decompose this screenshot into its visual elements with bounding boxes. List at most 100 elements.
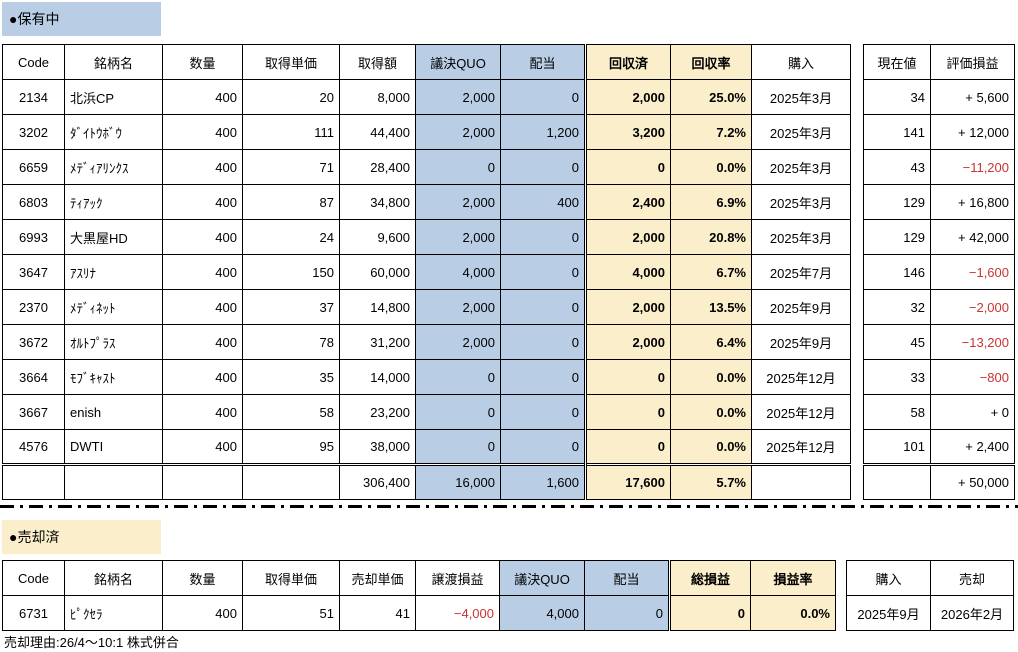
cell-cost[interactable]: 31,200 xyxy=(339,324,416,360)
cell-quo[interactable]: 0 xyxy=(415,149,501,185)
cell-cost[interactable]: 14,000 xyxy=(339,359,416,395)
cell-code[interactable]: 3202 xyxy=(2,114,65,150)
cell-pl[interactable]: + 12,000 xyxy=(930,114,1015,150)
cell-dividend[interactable]: 0 xyxy=(500,289,586,325)
col-header-qty[interactable]: 数量 xyxy=(162,44,243,80)
cell-cost[interactable]: 23,200 xyxy=(339,394,416,430)
cell-code[interactable]: 2370 xyxy=(2,289,65,325)
cell-purchase[interactable]: 2025年7月 xyxy=(751,254,851,290)
col-header-sale-date[interactable]: 売却 xyxy=(930,560,1014,596)
holding-section-title[interactable]: ●保有中 xyxy=(2,2,161,36)
cell-purchase[interactable]: 2025年3月 xyxy=(751,79,851,115)
cell-name[interactable]: DWTI xyxy=(64,429,163,465)
cell-unit_cost[interactable]: 20 xyxy=(242,79,340,115)
cell-total_pl[interactable]: 0 xyxy=(668,595,751,631)
cell-recovered[interactable]: 17,600 xyxy=(584,463,671,500)
cell-pl[interactable]: + 2,400 xyxy=(930,429,1015,465)
cell-cost[interactable]: 28,400 xyxy=(339,149,416,185)
cell-name[interactable] xyxy=(64,463,163,500)
sale-reason-note[interactable]: 売却理由:26/4～10:1 株式併合 xyxy=(4,635,179,650)
cell-current[interactable]: 58 xyxy=(863,394,931,430)
col-header-dividend[interactable]: 配当 xyxy=(500,44,586,80)
cell-current[interactable]: 101 xyxy=(863,429,931,465)
cell-name[interactable]: ﾋﾟｸｾﾗ xyxy=(64,595,163,631)
cell-current[interactable]: 45 xyxy=(863,324,931,360)
col-header-unit-cost[interactable]: 取得単価 xyxy=(242,44,340,80)
cell-name[interactable]: ﾃｨｱｯｸ xyxy=(64,184,163,220)
col-header-unit-cost[interactable]: 取得単価 xyxy=(242,560,340,596)
cell-qty[interactable]: 400 xyxy=(162,184,243,220)
cell-cost[interactable]: 306,400 xyxy=(339,463,416,500)
cell-recovery_rate[interactable]: 5.7% xyxy=(670,463,752,500)
cell-dividend[interactable]: 0 xyxy=(500,254,586,290)
cell-name[interactable]: ｱｽﾘﾅ xyxy=(64,254,163,290)
cell-pl[interactable]: −13,200 xyxy=(930,324,1015,360)
cell-purchase[interactable]: 2025年9月 xyxy=(751,324,851,360)
cell-qty[interactable]: 400 xyxy=(162,289,243,325)
cell-code[interactable]: 3664 xyxy=(2,359,65,395)
cell-qty[interactable]: 400 xyxy=(162,114,243,150)
cell-dividend[interactable]: 0 xyxy=(500,324,586,360)
cell-quo[interactable]: 2,000 xyxy=(415,114,501,150)
cell-quo[interactable]: 0 xyxy=(415,359,501,395)
cell-quo[interactable]: 4,000 xyxy=(499,595,585,631)
cell-quo[interactable]: 2,000 xyxy=(415,79,501,115)
cell-quo[interactable]: 2,000 xyxy=(415,184,501,220)
cell-qty[interactable] xyxy=(162,463,243,500)
cell-name[interactable]: 大黒屋HD xyxy=(64,219,163,255)
cell-sell_price[interactable]: 41 xyxy=(339,595,416,631)
cell-current[interactable] xyxy=(863,463,931,500)
cell-name[interactable]: ﾀﾞｲﾄｳﾎﾞｳ xyxy=(64,114,163,150)
col-header-total-pl[interactable]: 総損益 xyxy=(668,560,751,596)
cell-sale[interactable]: 2026年2月 xyxy=(930,595,1014,631)
cell-cost[interactable]: 34,800 xyxy=(339,184,416,220)
cell-pl[interactable]: + 42,000 xyxy=(930,219,1015,255)
cell-unit_cost[interactable]: 24 xyxy=(242,219,340,255)
cell-pl[interactable]: + 50,000 xyxy=(930,463,1015,500)
cell-qty[interactable]: 400 xyxy=(162,149,243,185)
cell-code[interactable]: 6731 xyxy=(2,595,65,631)
col-header-pl-rate[interactable]: 損益率 xyxy=(750,560,836,596)
col-header-transfer-pl[interactable]: 譲渡損益 xyxy=(415,560,500,596)
cell-recovered[interactable]: 2,000 xyxy=(584,219,671,255)
cell-purchase[interactable]: 2025年3月 xyxy=(751,114,851,150)
col-header-recovered[interactable]: 回収済 xyxy=(584,44,671,80)
cell-unit_cost[interactable]: 71 xyxy=(242,149,340,185)
cell-quo[interactable]: 2,000 xyxy=(415,324,501,360)
cell-current[interactable]: 32 xyxy=(863,289,931,325)
cell-pl[interactable]: −2,000 xyxy=(930,289,1015,325)
col-header-recovery-rate[interactable]: 回収率 xyxy=(670,44,752,80)
cell-recovery_rate[interactable]: 0.0% xyxy=(670,429,752,465)
cell-dividend[interactable]: 0 xyxy=(500,219,586,255)
col-header-qty[interactable]: 数量 xyxy=(162,560,243,596)
cell-name[interactable]: ﾒﾃﾞｨﾈｯﾄ xyxy=(64,289,163,325)
cell-name[interactable]: ﾓﾌﾞｷｬｽﾄ xyxy=(64,359,163,395)
cell-cost[interactable]: 8,000 xyxy=(339,79,416,115)
col-header-sell-price[interactable]: 売却単価 xyxy=(339,560,416,596)
cell-dividend[interactable]: 1,600 xyxy=(500,463,586,500)
col-header-quo[interactable]: 議決QUO xyxy=(499,560,585,596)
col-header-cost[interactable]: 取得額 xyxy=(339,44,416,80)
cell-recovery_rate[interactable]: 6.7% xyxy=(670,254,752,290)
cell-dividend[interactable]: 0 xyxy=(500,359,586,395)
col-header-current-price[interactable]: 現在値 xyxy=(863,44,931,80)
cell-qty[interactable]: 400 xyxy=(162,219,243,255)
cell-code[interactable]: 3672 xyxy=(2,324,65,360)
cell-pl[interactable]: + 5,600 xyxy=(930,79,1015,115)
cell-recovery_rate[interactable]: 20.8% xyxy=(670,219,752,255)
cell-code[interactable]: 6993 xyxy=(2,219,65,255)
cell-qty[interactable]: 400 xyxy=(162,595,243,631)
cell-recovered[interactable]: 0 xyxy=(584,149,671,185)
cell-code[interactable]: 4576 xyxy=(2,429,65,465)
col-header-valuation-pl[interactable]: 評価損益 xyxy=(930,44,1015,80)
cell-recovered[interactable]: 3,200 xyxy=(584,114,671,150)
cell-recovery_rate[interactable]: 6.9% xyxy=(670,184,752,220)
cell-code[interactable]: 3647 xyxy=(2,254,65,290)
cell-recovery_rate[interactable]: 6.4% xyxy=(670,324,752,360)
cell-unit_cost[interactable]: 37 xyxy=(242,289,340,325)
cell-unit_cost[interactable]: 111 xyxy=(242,114,340,150)
cell-recovered[interactable]: 0 xyxy=(584,429,671,465)
cell-recovered[interactable]: 0 xyxy=(584,394,671,430)
cell-quo[interactable]: 16,000 xyxy=(415,463,501,500)
cell-current[interactable]: 33 xyxy=(863,359,931,395)
